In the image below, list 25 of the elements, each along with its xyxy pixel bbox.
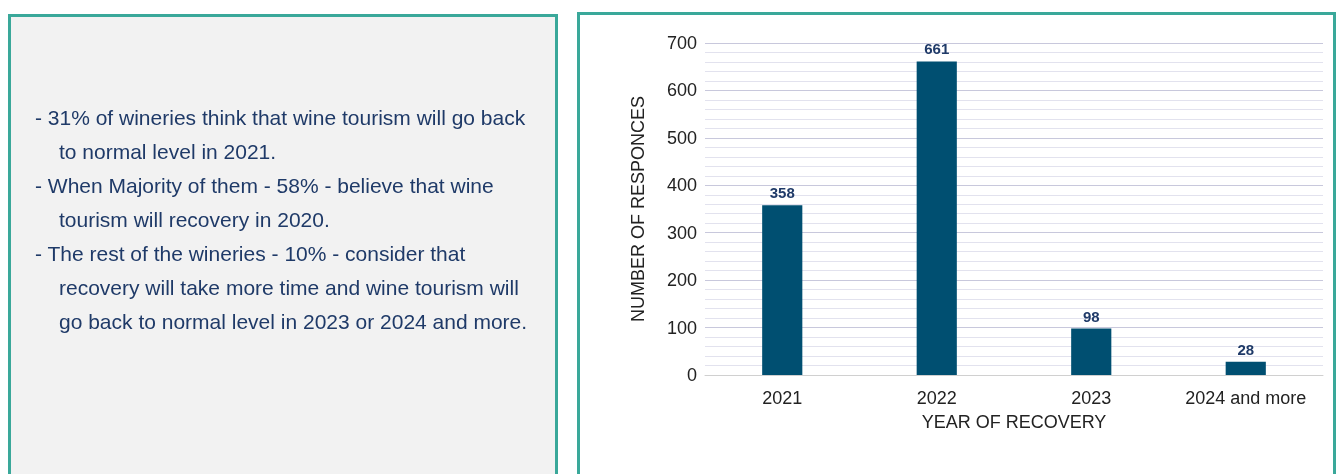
y-tick-label: 400 bbox=[666, 175, 697, 196]
bar bbox=[762, 205, 803, 375]
data-label: 358 bbox=[769, 184, 795, 202]
data-label: 98 bbox=[1082, 307, 1100, 325]
text: - When Majority of them - 58% - believe that wine tourism will recovery in 2020. bbox=[35, 174, 494, 231]
text: - 31% of wineries think that wine tourism will go back to normal level in 2021. bbox=[35, 106, 526, 163]
bar bbox=[1071, 328, 1112, 375]
y-tick-label: 700 bbox=[666, 33, 697, 53]
y-tick-label: 100 bbox=[666, 317, 697, 338]
data-label: 28 bbox=[1237, 340, 1255, 358]
bar bbox=[1225, 361, 1266, 375]
x-tick-label: 2022 bbox=[916, 388, 957, 408]
data-label: 661 bbox=[924, 40, 950, 58]
y-axis-title: NUMBER OF RESPONCES bbox=[628, 95, 648, 323]
x-tick-label: 2024 and more bbox=[1185, 388, 1307, 408]
x-axis-title: YEAR OF RECOVERY bbox=[921, 412, 1107, 432]
bar bbox=[916, 61, 957, 375]
x-tick-label: 2021 bbox=[762, 388, 803, 408]
x-tick-label: 2023 bbox=[1071, 388, 1112, 408]
y-tick-label: 600 bbox=[666, 80, 697, 101]
y-tick-label: 300 bbox=[666, 222, 697, 243]
text: - The rest of the wineries - 10% - consider that recovery will take more time and wine tourism will go back to normal level in 2023 or 2024 and more. bbox=[35, 242, 528, 333]
y-tick-label: 500 bbox=[666, 127, 697, 148]
y-tick-label: 200 bbox=[666, 270, 697, 291]
y-tick-label: 0 bbox=[686, 365, 697, 385]
